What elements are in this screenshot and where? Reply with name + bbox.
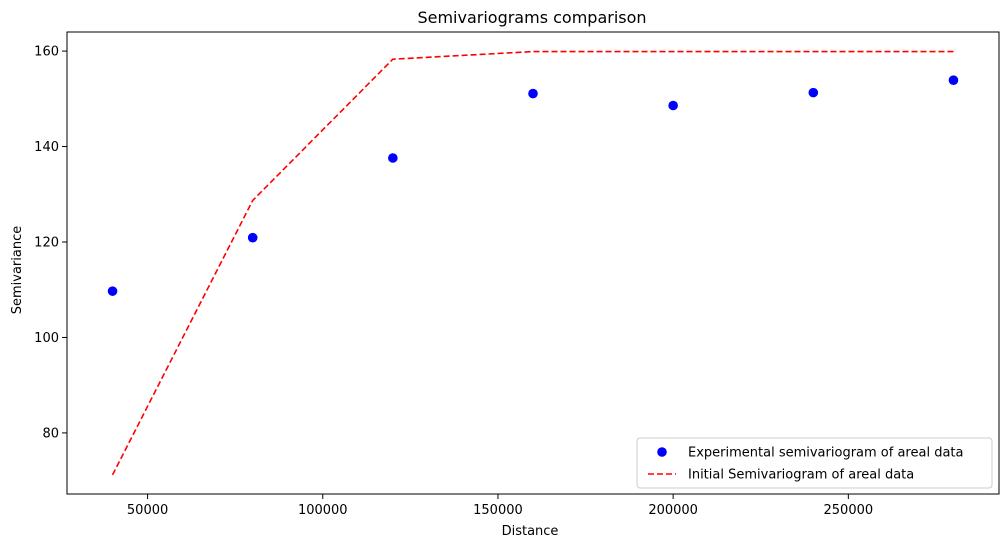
series-line-initial-semivariogram <box>111 50 954 476</box>
y-tick-label: 140 <box>34 140 59 155</box>
x-tick-label: 50000 <box>127 503 168 518</box>
y-tick-label: 160 <box>34 45 59 60</box>
ticks: 50000 100000 150000 200000 250000 80 100 120 140… <box>34 45 873 518</box>
legend-swatch-marker <box>657 447 667 457</box>
data-point-experimental <box>107 286 118 296</box>
y-tick-label: 120 <box>34 236 59 251</box>
data-point-experimental <box>528 88 538 99</box>
data-point-experimental <box>948 75 959 86</box>
data-point-experimental <box>388 153 398 163</box>
x-tick-label: 250000 <box>824 503 874 518</box>
data-point-experimental <box>808 87 819 98</box>
legend-box <box>636 437 993 489</box>
y-axis-label: Semivariance <box>10 226 25 315</box>
data-point-experimental <box>247 232 258 243</box>
legend-label: Experimental semivariogram of areal data <box>688 446 963 461</box>
y-tick-label: 80 <box>42 426 59 441</box>
y-tick-label: 100 <box>34 331 59 346</box>
x-tick-label: 200000 <box>648 503 698 518</box>
chart-title: Semivariograms comparison <box>417 8 646 27</box>
plot-frame <box>66 31 1000 495</box>
plot-content <box>107 50 959 476</box>
data-point-experimental <box>668 100 678 111</box>
x-tick-label: 100000 <box>298 503 348 518</box>
legend: Experimental semivariogram of areal data… <box>636 437 993 489</box>
x-axis-label: Distance <box>502 524 559 539</box>
x-tick-label: 150000 <box>473 503 523 518</box>
legend-label: Initial Semivariogram of areal data <box>688 468 914 483</box>
